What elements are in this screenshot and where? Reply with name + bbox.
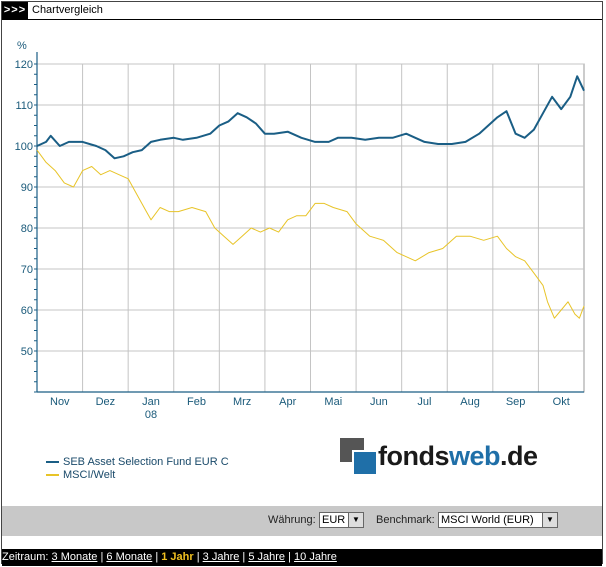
x-tick-sublabel: 08 — [145, 409, 157, 421]
separator: | — [285, 551, 295, 563]
y-tick-label: 120 — [15, 59, 33, 71]
chevron-down-icon[interactable]: ▼ — [348, 513, 363, 527]
x-tick-label: Nov — [50, 396, 70, 408]
x-tick-label: Jul — [417, 396, 431, 408]
title-bar: >>> Chartvergleich — [2, 2, 602, 20]
legend-item-fund: SEB Asset Selection Fund EUR C — [46, 456, 229, 468]
timeframe-label: Zeitraum: — [2, 551, 49, 563]
benchmark-label: Benchmark: — [376, 514, 435, 526]
x-tick-label: Jun — [370, 396, 388, 408]
window-title: Chartvergleich — [32, 4, 103, 16]
x-tick-label: Mrz — [233, 396, 251, 408]
series-line-benchmark — [36, 149, 585, 319]
benchmark-select[interactable]: MSCI World (EUR) ▼ — [438, 512, 558, 528]
timeframe-link[interactable]: 3 Monate — [51, 551, 98, 563]
y-tick-label: 100 — [15, 141, 33, 153]
y-tick-label: 60 — [21, 305, 33, 317]
currency-label: Währung: — [268, 514, 316, 526]
x-tick-label: Sep — [506, 396, 526, 408]
logo-text: fondsweb.de — [378, 441, 538, 471]
timeframe-link[interactable]: 3 Jahre — [202, 551, 240, 563]
legend-label-fund: SEB Asset Selection Fund EUR C — [63, 456, 229, 468]
legend-label-benchmark: MSCI/Welt — [63, 469, 116, 481]
y-tick-label: 70 — [21, 264, 33, 276]
legend-swatch-fund — [46, 461, 59, 464]
y-tick-label: 110 — [15, 100, 33, 112]
legend-swatch-benchmark — [46, 474, 59, 477]
x-tick-label: Feb — [187, 396, 206, 408]
timeframe-links: 3 Monate | 6 Monate | 1 Jahr | 3 Jahre |… — [52, 551, 337, 563]
timeframe-bar: Zeitraum: 3 Monate | 6 Monate | 1 Jahr |… — [2, 549, 602, 566]
x-tick-label: Jan — [142, 396, 160, 408]
chevron-down-icon[interactable]: ▼ — [542, 513, 557, 527]
y-tick-label: 50 — [21, 346, 33, 358]
currency-select[interactable]: EUR ▼ — [319, 512, 364, 528]
y-tick-label: 80 — [21, 223, 33, 235]
benchmark-value: MSCI World (EUR) — [441, 514, 534, 526]
currency-value: EUR — [322, 514, 346, 526]
title-marker: >>> — [2, 2, 28, 19]
y-axis-label: % — [17, 40, 27, 52]
x-tick-label: Apr — [279, 396, 296, 408]
controls-bar: Währung: EUR ▼ Benchmark: MSCI World (EU… — [2, 506, 602, 536]
x-tick-label: Aug — [460, 396, 480, 408]
y-tick-label: 90 — [21, 182, 33, 194]
timeframe-link[interactable]: 6 Monate — [106, 551, 153, 563]
x-tick-label: Okt — [553, 396, 570, 408]
series-line-fund — [36, 75, 585, 160]
timeframe-link[interactable]: 1 Jahr — [161, 551, 194, 563]
timeframe-link[interactable]: 5 Jahre — [248, 551, 286, 563]
x-tick-label: Mai — [324, 396, 342, 408]
legend-item-benchmark: MSCI/Welt — [46, 469, 115, 481]
x-tick-label: Dez — [96, 396, 116, 408]
separator: | — [97, 551, 107, 563]
separator: | — [193, 551, 203, 563]
separator: | — [239, 551, 249, 563]
timeframe-link[interactable]: 10 Jahre — [294, 551, 337, 563]
logo-mark-icon — [340, 438, 378, 476]
separator: | — [152, 551, 162, 563]
